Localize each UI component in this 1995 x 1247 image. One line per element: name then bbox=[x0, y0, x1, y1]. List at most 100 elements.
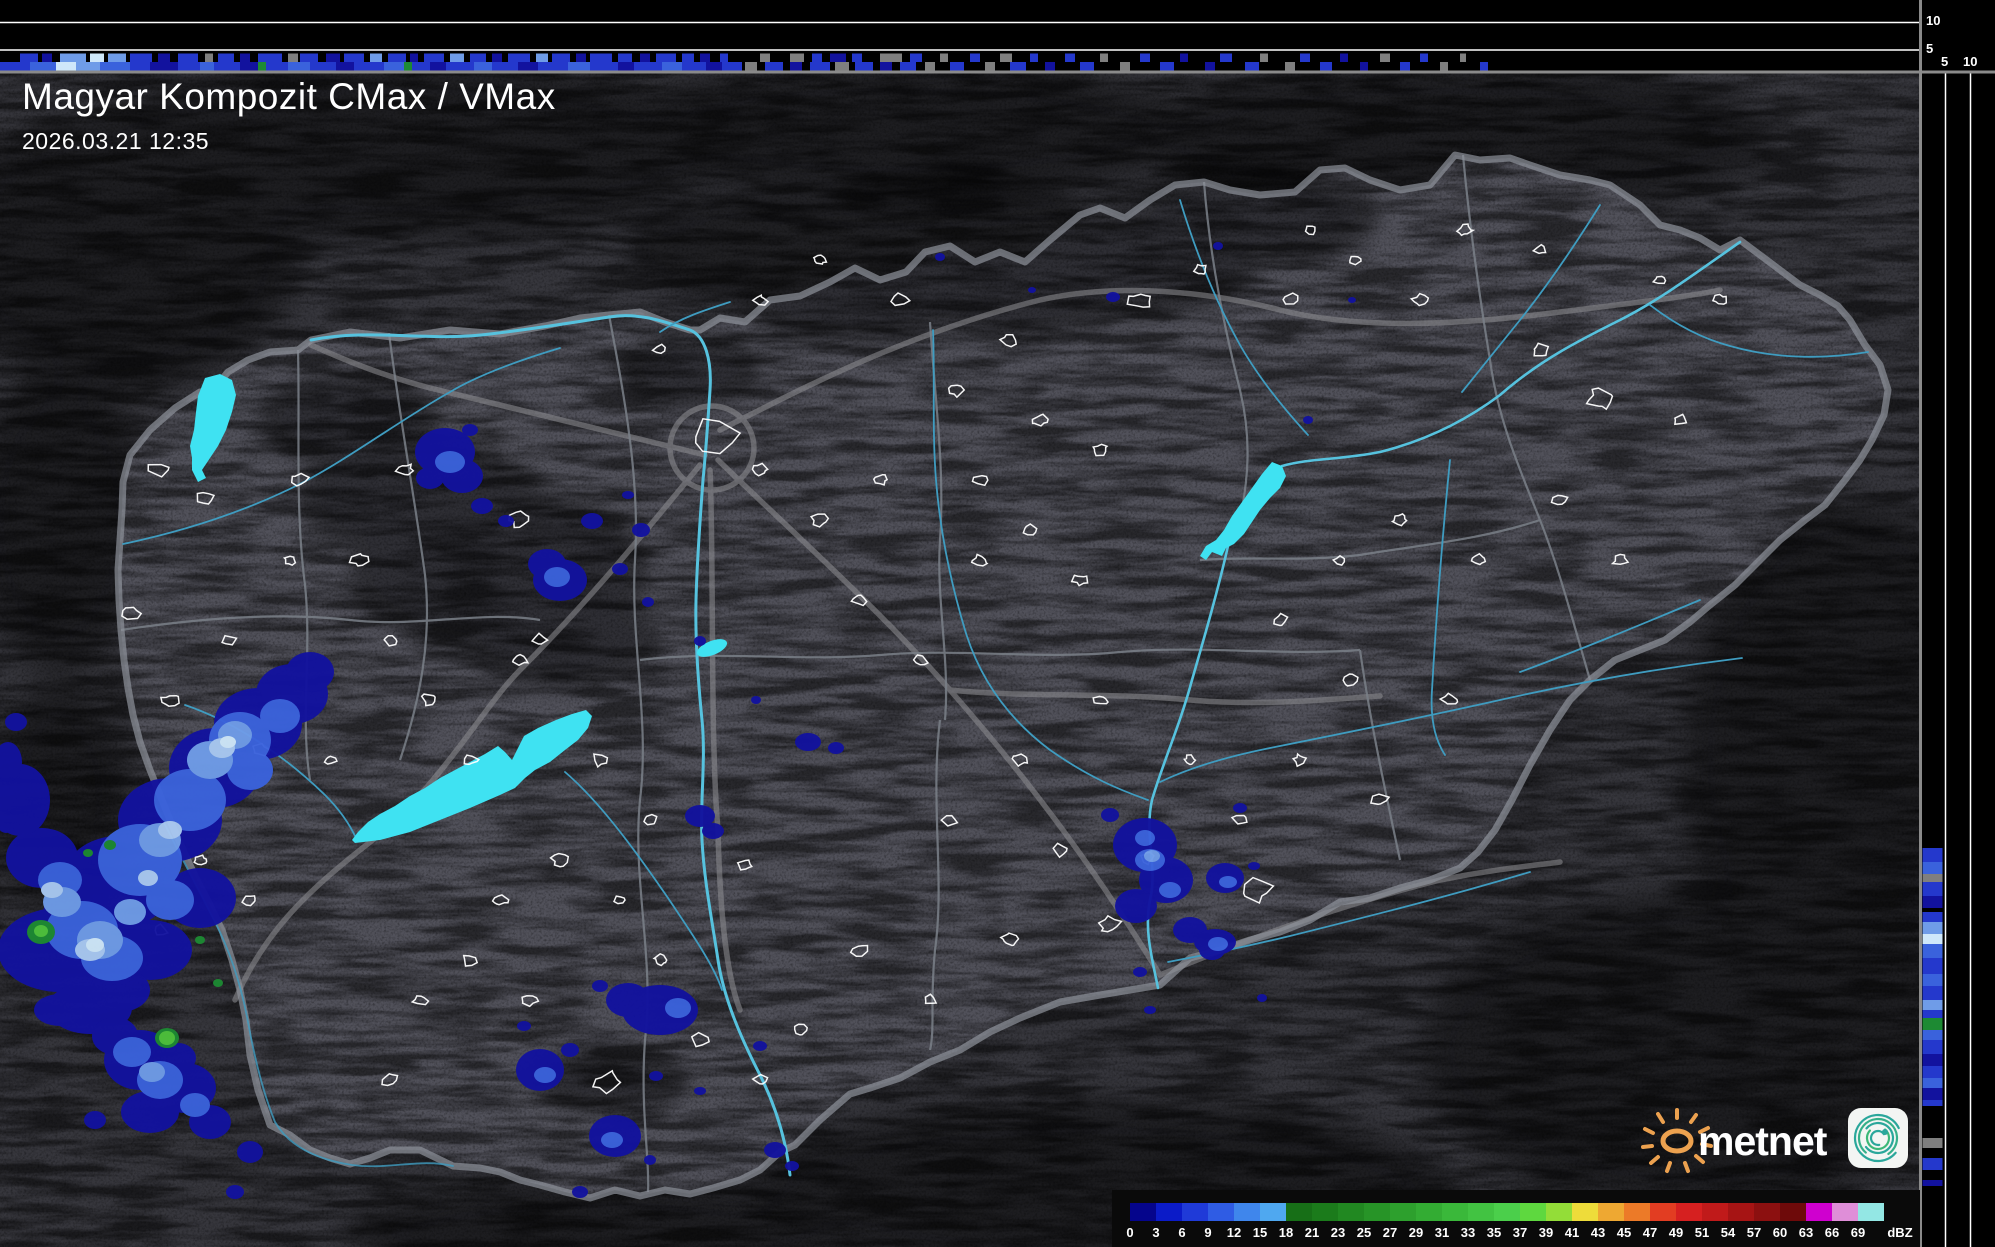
city-outline bbox=[147, 463, 170, 478]
city-outline bbox=[1369, 793, 1391, 806]
legend-cell bbox=[1260, 1203, 1286, 1221]
legend-label: 12 bbox=[1226, 1225, 1242, 1240]
city-outline bbox=[1230, 814, 1248, 825]
city-outline bbox=[221, 634, 238, 646]
city-outline bbox=[924, 993, 938, 1005]
city-outline bbox=[1533, 342, 1550, 357]
sun-icon bbox=[1641, 1108, 1713, 1173]
legend-label: 23 bbox=[1330, 1225, 1346, 1240]
map bbox=[0, 72, 1920, 1247]
city-outline bbox=[1052, 842, 1068, 859]
legend-label: 57 bbox=[1746, 1225, 1762, 1240]
legend-label: 6 bbox=[1178, 1225, 1186, 1240]
title-block: Magyar Kompozit CMax / VMax 2026.03.21 1… bbox=[22, 76, 556, 155]
city-outline bbox=[196, 491, 216, 505]
city-outline bbox=[1183, 754, 1197, 766]
city-outline bbox=[751, 462, 769, 477]
city-outlines bbox=[121, 223, 1728, 1095]
legend-cell bbox=[1754, 1203, 1780, 1221]
city-outline bbox=[1282, 292, 1299, 305]
metnet-wordmark: metnet bbox=[1698, 1118, 1827, 1164]
city-outline bbox=[1550, 494, 1569, 506]
city-outline bbox=[410, 995, 430, 1006]
city-outline bbox=[1022, 523, 1038, 536]
lake-ferto bbox=[190, 374, 236, 482]
legend-label: 35 bbox=[1486, 1225, 1502, 1240]
city-outline bbox=[1304, 225, 1316, 236]
city-outline bbox=[1291, 752, 1308, 768]
legend-cell bbox=[1858, 1203, 1884, 1221]
legend-label: 37 bbox=[1512, 1225, 1528, 1240]
city-outline bbox=[394, 463, 415, 476]
city-outline bbox=[121, 606, 143, 620]
legend-label: 43 bbox=[1590, 1225, 1606, 1240]
city-outline bbox=[1531, 243, 1547, 255]
city-outline bbox=[970, 553, 989, 567]
legend-cell bbox=[1546, 1203, 1572, 1221]
country-border bbox=[114, 151, 1892, 1202]
legend-label: 3 bbox=[1152, 1225, 1160, 1240]
city-outline bbox=[1331, 554, 1346, 566]
city-outline bbox=[812, 254, 828, 265]
city-outline bbox=[511, 653, 530, 667]
city-outline bbox=[1011, 753, 1029, 768]
legend-label: 29 bbox=[1408, 1225, 1424, 1240]
city-outline bbox=[690, 1031, 710, 1048]
lake-balaton bbox=[352, 710, 592, 843]
city-outline bbox=[1273, 612, 1289, 627]
city-outline bbox=[1610, 553, 1630, 565]
city-outline bbox=[381, 1072, 399, 1087]
legend-cell bbox=[1156, 1203, 1182, 1221]
legend-label: 18 bbox=[1278, 1225, 1294, 1240]
city-outline bbox=[651, 343, 667, 355]
legend-cell bbox=[1572, 1203, 1598, 1221]
top-strip-echoes bbox=[0, 53, 1488, 72]
legend-cell bbox=[1676, 1203, 1702, 1221]
city-outline bbox=[420, 693, 436, 707]
city-outline bbox=[241, 895, 256, 907]
metnet-app-icon bbox=[1848, 1108, 1908, 1168]
city-outline bbox=[282, 555, 297, 567]
lake-tisza bbox=[1200, 462, 1286, 560]
city-outline bbox=[521, 995, 540, 1008]
legend-cell bbox=[1338, 1203, 1364, 1221]
legend-cell bbox=[1364, 1203, 1390, 1221]
city-outline bbox=[193, 854, 208, 866]
city-outline bbox=[999, 932, 1020, 947]
page-title: Magyar Kompozit CMax / VMax bbox=[22, 76, 556, 117]
city-outline bbox=[849, 944, 869, 958]
city-outline bbox=[694, 417, 742, 455]
legend-label: 0 bbox=[1126, 1225, 1134, 1240]
city-outline bbox=[1349, 255, 1362, 266]
city-outline bbox=[613, 895, 626, 905]
city-outline bbox=[850, 594, 868, 607]
legend-label: 25 bbox=[1356, 1225, 1372, 1240]
legend-cell bbox=[1442, 1203, 1468, 1221]
city-outline bbox=[890, 292, 912, 307]
city-outline bbox=[290, 472, 311, 487]
strip-separator-horizontal bbox=[0, 70, 1995, 74]
city-outline bbox=[530, 632, 549, 645]
legend-label: 66 bbox=[1824, 1225, 1840, 1240]
city-outline bbox=[1092, 443, 1109, 457]
legend-cell bbox=[1702, 1203, 1728, 1221]
city-outline bbox=[1409, 292, 1430, 307]
legend-cell bbox=[1312, 1203, 1338, 1221]
city-outline bbox=[809, 513, 830, 528]
legend-cell bbox=[1390, 1203, 1416, 1221]
right-strip-echoes bbox=[1922, 848, 1943, 1186]
city-outline bbox=[1711, 293, 1728, 305]
legend-cell bbox=[1494, 1203, 1520, 1221]
legend-label: 49 bbox=[1668, 1225, 1684, 1240]
legend-label: 60 bbox=[1772, 1225, 1788, 1240]
legend-label: 69 bbox=[1850, 1225, 1866, 1240]
legend-cell bbox=[1780, 1203, 1806, 1221]
city-outline bbox=[1438, 692, 1459, 705]
right-axis-label-5: 5 bbox=[1941, 54, 1949, 69]
legend-cell bbox=[1520, 1203, 1546, 1221]
legend-cell bbox=[1832, 1203, 1858, 1221]
reflectivity-legend: 0 3 6 9 12 15 18 21 23 25 27 29 31 33 35 37 39 41 43 45 47 49… bbox=[1112, 1190, 1920, 1247]
city-outline bbox=[463, 754, 480, 766]
legend-label: 51 bbox=[1694, 1225, 1710, 1240]
